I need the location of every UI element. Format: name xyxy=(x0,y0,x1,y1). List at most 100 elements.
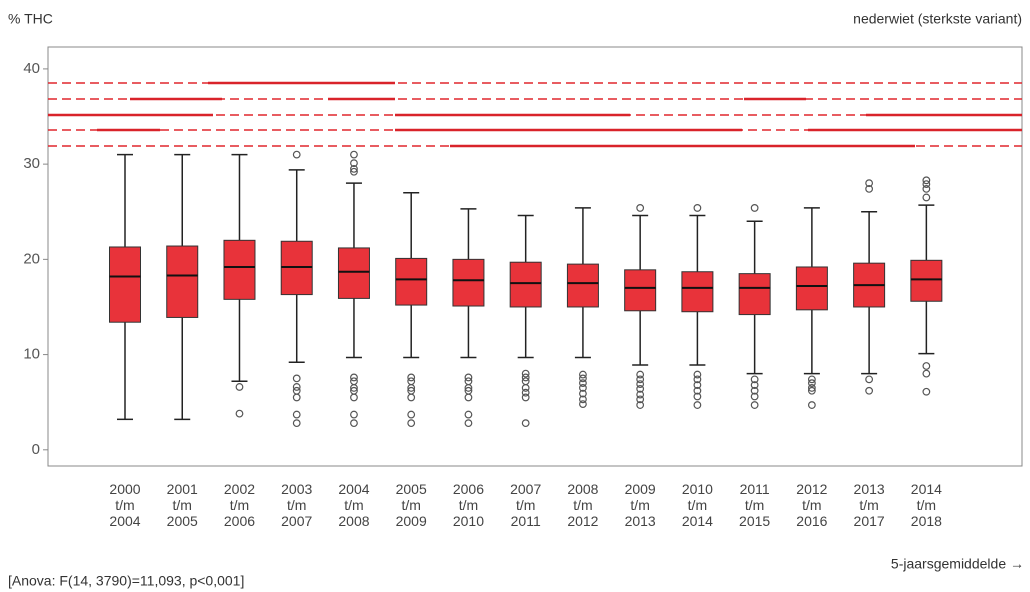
outlier xyxy=(750,381,759,389)
x-tick-label-line: 2013 xyxy=(854,481,885,497)
outlier xyxy=(922,387,931,396)
x-tick-label: 2006 t/m 2010 xyxy=(453,481,484,529)
outlier xyxy=(922,193,931,202)
outlier xyxy=(922,176,931,185)
x-tick-label-line: t/m xyxy=(401,497,420,513)
y-tick-label: 30 xyxy=(23,155,40,172)
x-tick-label-line: 2017 xyxy=(854,513,885,529)
y-tick-label: 40 xyxy=(23,60,40,77)
outlier xyxy=(350,373,358,382)
x-tick-label: 2011 t/m 2015 xyxy=(739,481,770,529)
x-tick-label: 2010 t/m 2014 xyxy=(682,481,713,529)
x-tick-label-line: t/m xyxy=(173,497,192,513)
x-tick-label-line: 2006 xyxy=(453,481,484,497)
outlier xyxy=(292,393,301,402)
outlier xyxy=(865,179,874,188)
x-tick-label-line: 2001 xyxy=(167,481,198,497)
outlier xyxy=(292,383,301,391)
outlier xyxy=(693,370,702,379)
outlier xyxy=(865,184,874,193)
outlier xyxy=(636,380,645,389)
x-tick-label-line: 2012 xyxy=(796,481,827,497)
x-tick-label-line: 2011 xyxy=(740,481,770,497)
box xyxy=(624,269,657,312)
x-tick-label-line: 2015 xyxy=(739,513,770,529)
plot-frame xyxy=(47,46,1023,467)
outlier xyxy=(636,370,645,379)
outlier xyxy=(807,375,816,384)
x-tick-label-line: 2010 xyxy=(453,513,484,529)
outlier xyxy=(636,204,645,212)
outlier xyxy=(407,393,416,402)
outlier xyxy=(922,184,931,193)
outlier xyxy=(750,375,759,384)
x-tick-label-line: 2003 xyxy=(281,481,312,497)
x-tick-label-line: 2010 xyxy=(682,481,713,497)
outlier xyxy=(235,383,244,391)
x-tick-label-line: t/m xyxy=(802,497,821,513)
outlier xyxy=(292,374,301,383)
outlier xyxy=(636,395,645,404)
outlier xyxy=(292,150,301,159)
outlier xyxy=(579,389,587,398)
x-tick-label-line: t/m xyxy=(344,497,363,513)
x-tick-label: 2014 t/m 2018 xyxy=(911,481,942,529)
x-tick-label-line: 2007 xyxy=(281,513,312,529)
outlier xyxy=(350,159,358,168)
y-axis-label: % THC xyxy=(8,11,53,27)
box xyxy=(166,245,199,318)
x-tick-label-line: t/m xyxy=(516,497,535,513)
x-tick-label-line: 2000 xyxy=(109,481,140,497)
outlier xyxy=(350,167,358,176)
x-tick-label-line: 2012 xyxy=(567,513,598,529)
x-tick-label-line: t/m xyxy=(573,497,592,513)
outlier xyxy=(636,401,645,409)
outlier xyxy=(636,375,645,384)
box xyxy=(795,266,828,311)
x-tick-label-line: 2007 xyxy=(510,481,541,497)
outlier xyxy=(521,393,530,402)
x-tick-label-line: 2008 xyxy=(338,513,369,529)
x-tick-label: 2007 t/m 2011 xyxy=(510,481,541,529)
outlier xyxy=(693,386,702,395)
x-tick-label-line: 2014 xyxy=(682,513,713,529)
x-tick-label-line: 2009 xyxy=(396,513,427,529)
x-tick-label-line: t/m xyxy=(287,497,306,513)
box xyxy=(566,263,599,308)
box xyxy=(223,239,256,300)
x-tick-label-line: t/m xyxy=(917,497,936,513)
outlier xyxy=(922,362,931,370)
outlier xyxy=(350,419,358,428)
outlier xyxy=(350,150,358,159)
outlier xyxy=(407,410,416,419)
x-tick-label-line: 2004 xyxy=(109,513,140,529)
outlier xyxy=(350,410,358,419)
x-tick-label-line: t/m xyxy=(630,497,649,513)
outlier xyxy=(865,386,874,395)
outlier xyxy=(464,410,473,419)
outlier xyxy=(750,386,759,395)
x-tick-label: 2009 t/m 2013 xyxy=(625,481,656,529)
outlier xyxy=(521,419,530,428)
x-tick-label-line: 2009 xyxy=(625,481,656,497)
x-tick-label-line: t/m xyxy=(115,497,134,513)
outlier xyxy=(521,369,530,378)
x-tick-label: 2004 t/m 2008 xyxy=(338,481,369,529)
outlier xyxy=(521,373,530,382)
x-tick-label-line: 2018 xyxy=(911,513,942,529)
outlier xyxy=(235,409,244,418)
outlier xyxy=(693,381,702,389)
outlier xyxy=(807,401,816,409)
x-tick-label-line: t/m xyxy=(459,497,478,513)
x-tick-label-line: 2005 xyxy=(396,481,427,497)
outlier xyxy=(636,390,645,399)
outlier xyxy=(922,180,931,189)
outlier xyxy=(292,410,301,419)
x-tick-label-line: 2014 xyxy=(911,481,942,497)
outlier xyxy=(750,204,759,212)
outlier xyxy=(807,379,816,388)
outlier xyxy=(464,373,473,382)
outlier xyxy=(521,388,530,397)
outlier xyxy=(407,419,416,428)
